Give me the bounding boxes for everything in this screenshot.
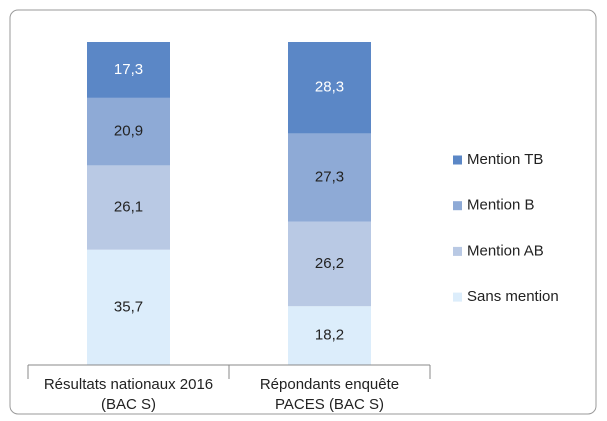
data-label: 28,3 xyxy=(315,79,344,96)
legend-swatch xyxy=(453,246,462,256)
bar-segment xyxy=(288,306,371,365)
data-label: 27,3 xyxy=(315,168,344,185)
bar-segment xyxy=(288,133,371,222)
bar-segment xyxy=(87,165,170,250)
data-label: 20,9 xyxy=(114,123,143,140)
legend-swatch xyxy=(453,292,462,302)
data-label: 18,2 xyxy=(315,327,344,344)
x-tick-label: (BAC S) xyxy=(101,396,156,413)
data-label: 35,7 xyxy=(114,298,143,315)
bar-segment xyxy=(87,249,170,365)
data-label: 26,1 xyxy=(114,199,143,216)
legend-label: Mention AB xyxy=(467,242,544,259)
x-tick-label: Répondants enquête xyxy=(260,376,399,393)
legend-swatch xyxy=(453,201,462,211)
data-label: 26,2 xyxy=(315,255,344,272)
data-label: 17,3 xyxy=(114,61,143,78)
bar-segment xyxy=(87,97,170,166)
legend-label: Mention TB xyxy=(467,151,543,168)
bar-segment xyxy=(288,221,371,307)
legend-label: Mention B xyxy=(467,197,535,214)
legend-label: Sans mention xyxy=(467,288,559,305)
x-tick-label: PACES (BAC S) xyxy=(275,396,384,413)
legend-swatch xyxy=(453,155,462,165)
bar-segment xyxy=(288,42,371,134)
x-tick-label: Résultats nationaux 2016 xyxy=(44,376,213,393)
bar-segment xyxy=(87,42,170,98)
